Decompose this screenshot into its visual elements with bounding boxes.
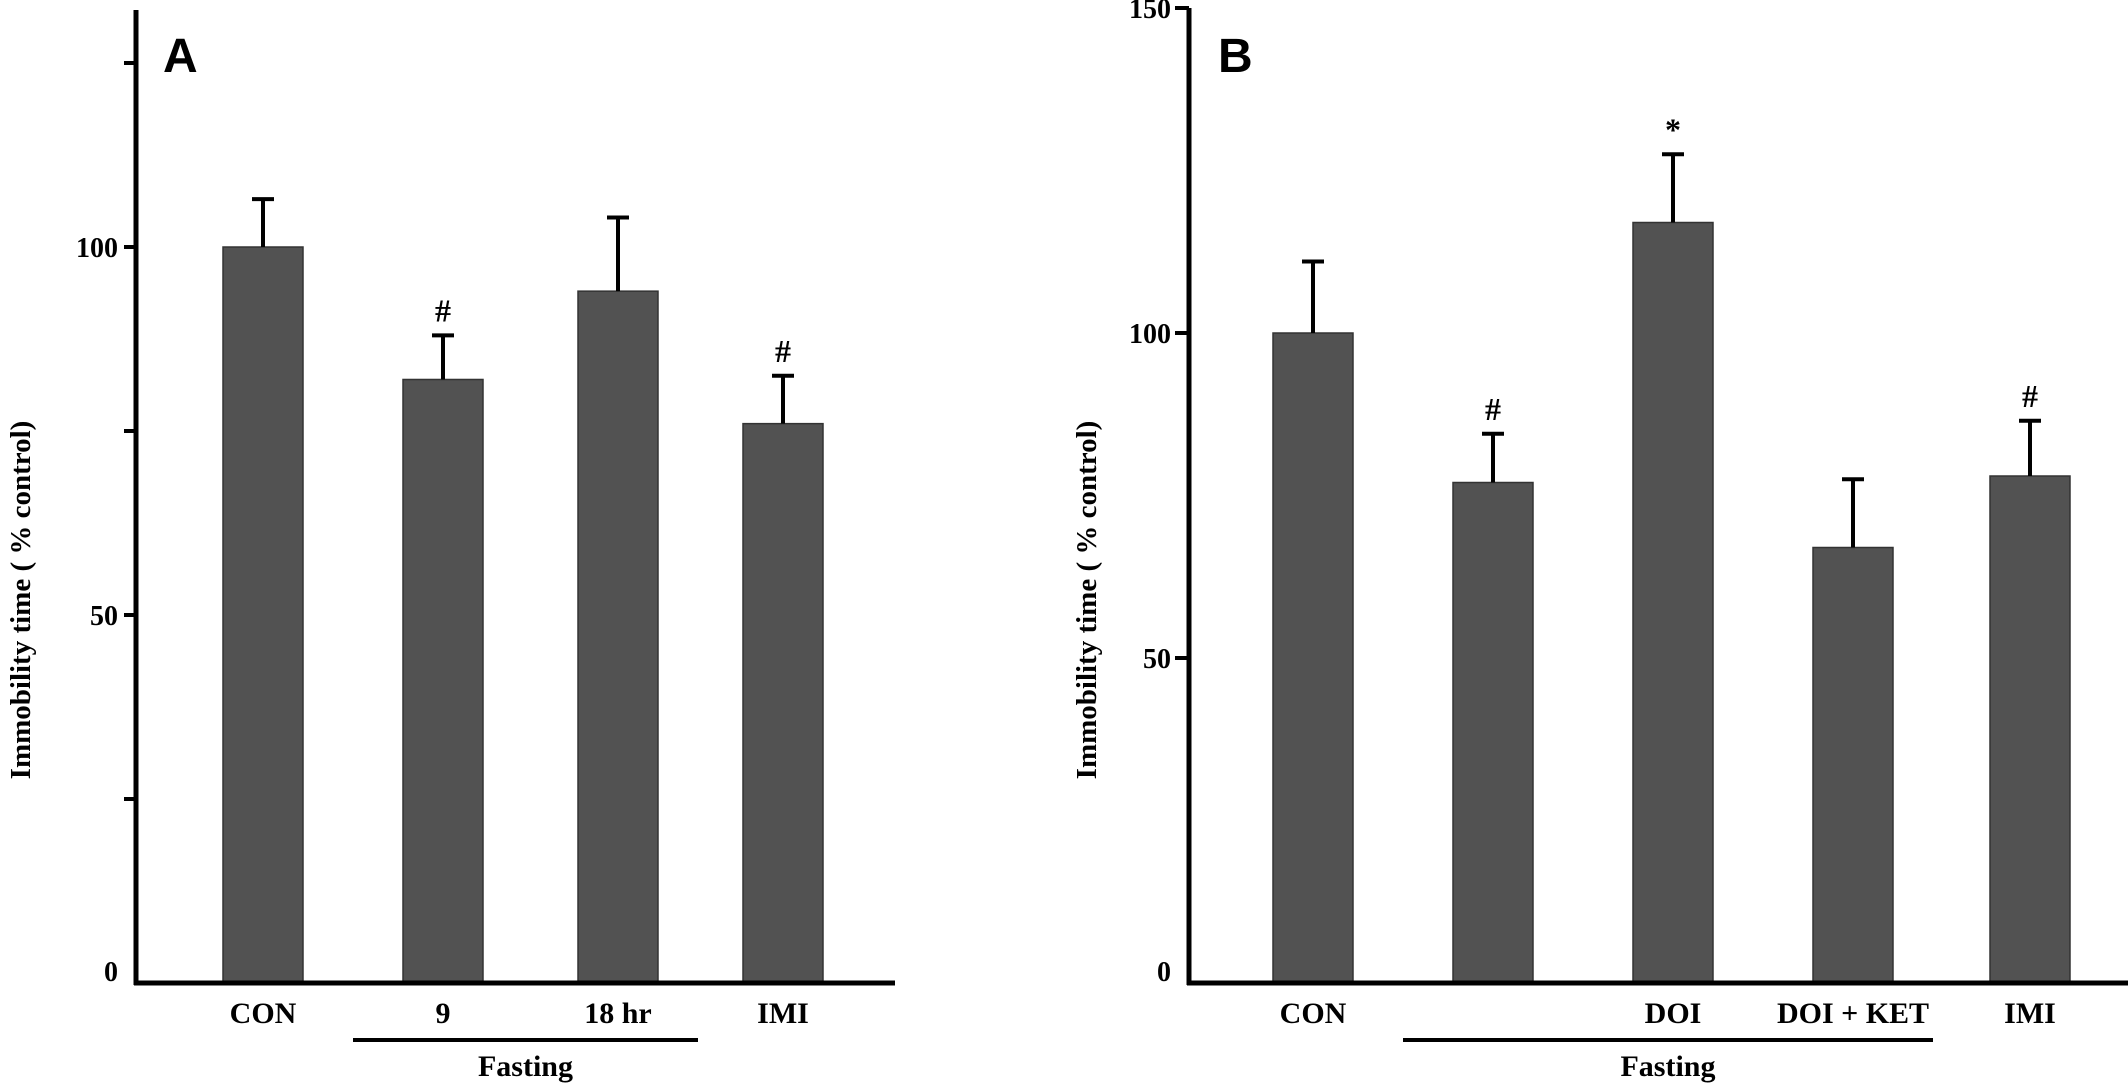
panel-letter-a: A [163, 30, 198, 83]
error-bar-a-2 [432, 333, 454, 380]
error-bar-b-3 [1662, 152, 1684, 223]
group-label-b: Fasting [1620, 1050, 1715, 1083]
y-axis-label-b: Immobility time ( % control) [1071, 421, 1103, 780]
y-tick-label-b-0: 0 [1157, 957, 1171, 988]
bar-b-4 [1812, 546, 1894, 984]
panel-letter-b: B [1218, 30, 1253, 83]
y-tick-label-a-100: 100 [76, 233, 118, 264]
annotation-b-3: * [1665, 111, 1681, 147]
error-bar-b-4 [1842, 477, 1864, 548]
category-label-a-1: CON [230, 997, 297, 1030]
error-bar-b-5 [2019, 418, 2041, 476]
y-axis-label-a: Immobility time ( % control) [5, 421, 37, 780]
group-label-a: Fasting [478, 1050, 573, 1083]
bar-a-2 [402, 378, 484, 984]
annotation-b-2: # [1485, 391, 1501, 427]
category-label-b-3: DOI [1645, 997, 1702, 1030]
y-tick-label-a-50: 50 [90, 601, 118, 632]
y-tick-label-b-50: 50 [1143, 644, 1171, 675]
panel-b-chart: CON # * DOI DOI + KET # IMI 0 50 100 150 Fasting B Im… [1071, 0, 2128, 1083]
bar-a-4 [742, 422, 824, 984]
error-bar-a-4 [772, 373, 794, 424]
y-tick-label-a-0: 0 [104, 957, 118, 988]
panel-a-chart: CON #9 18 hr # IMI 0 50 100 Fasting A Immobility t… [5, 10, 895, 1083]
y-tick-label-b-100: 100 [1129, 319, 1171, 350]
bar-a-1 [222, 246, 304, 984]
bar-b-5 [1989, 475, 2071, 984]
category-label-a-2: 9 [436, 997, 451, 1030]
category-label-a-4: IMI [757, 997, 809, 1030]
error-bar-b-1 [1302, 259, 1324, 333]
error-bar-b-2 [1482, 431, 1504, 483]
category-label-b-4: DOI + KET [1777, 997, 1929, 1030]
bar-b-2 [1452, 481, 1534, 984]
annotation-a-2: # [435, 292, 451, 328]
y-tick-label-b-150: 150 [1129, 0, 1171, 25]
category-label-a-3: 18 hr [584, 997, 652, 1030]
annotation-b-5: # [2022, 378, 2038, 414]
category-label-b-5: IMI [2004, 997, 2056, 1030]
bar-b-1 [1272, 332, 1354, 984]
bar-a-3 [577, 290, 659, 984]
annotation-a-4: # [775, 333, 791, 369]
error-bar-a-3 [607, 215, 629, 292]
bar-b-3 [1632, 221, 1714, 984]
category-label-b-1: CON [1280, 997, 1347, 1030]
error-bar-a-1 [252, 197, 274, 247]
